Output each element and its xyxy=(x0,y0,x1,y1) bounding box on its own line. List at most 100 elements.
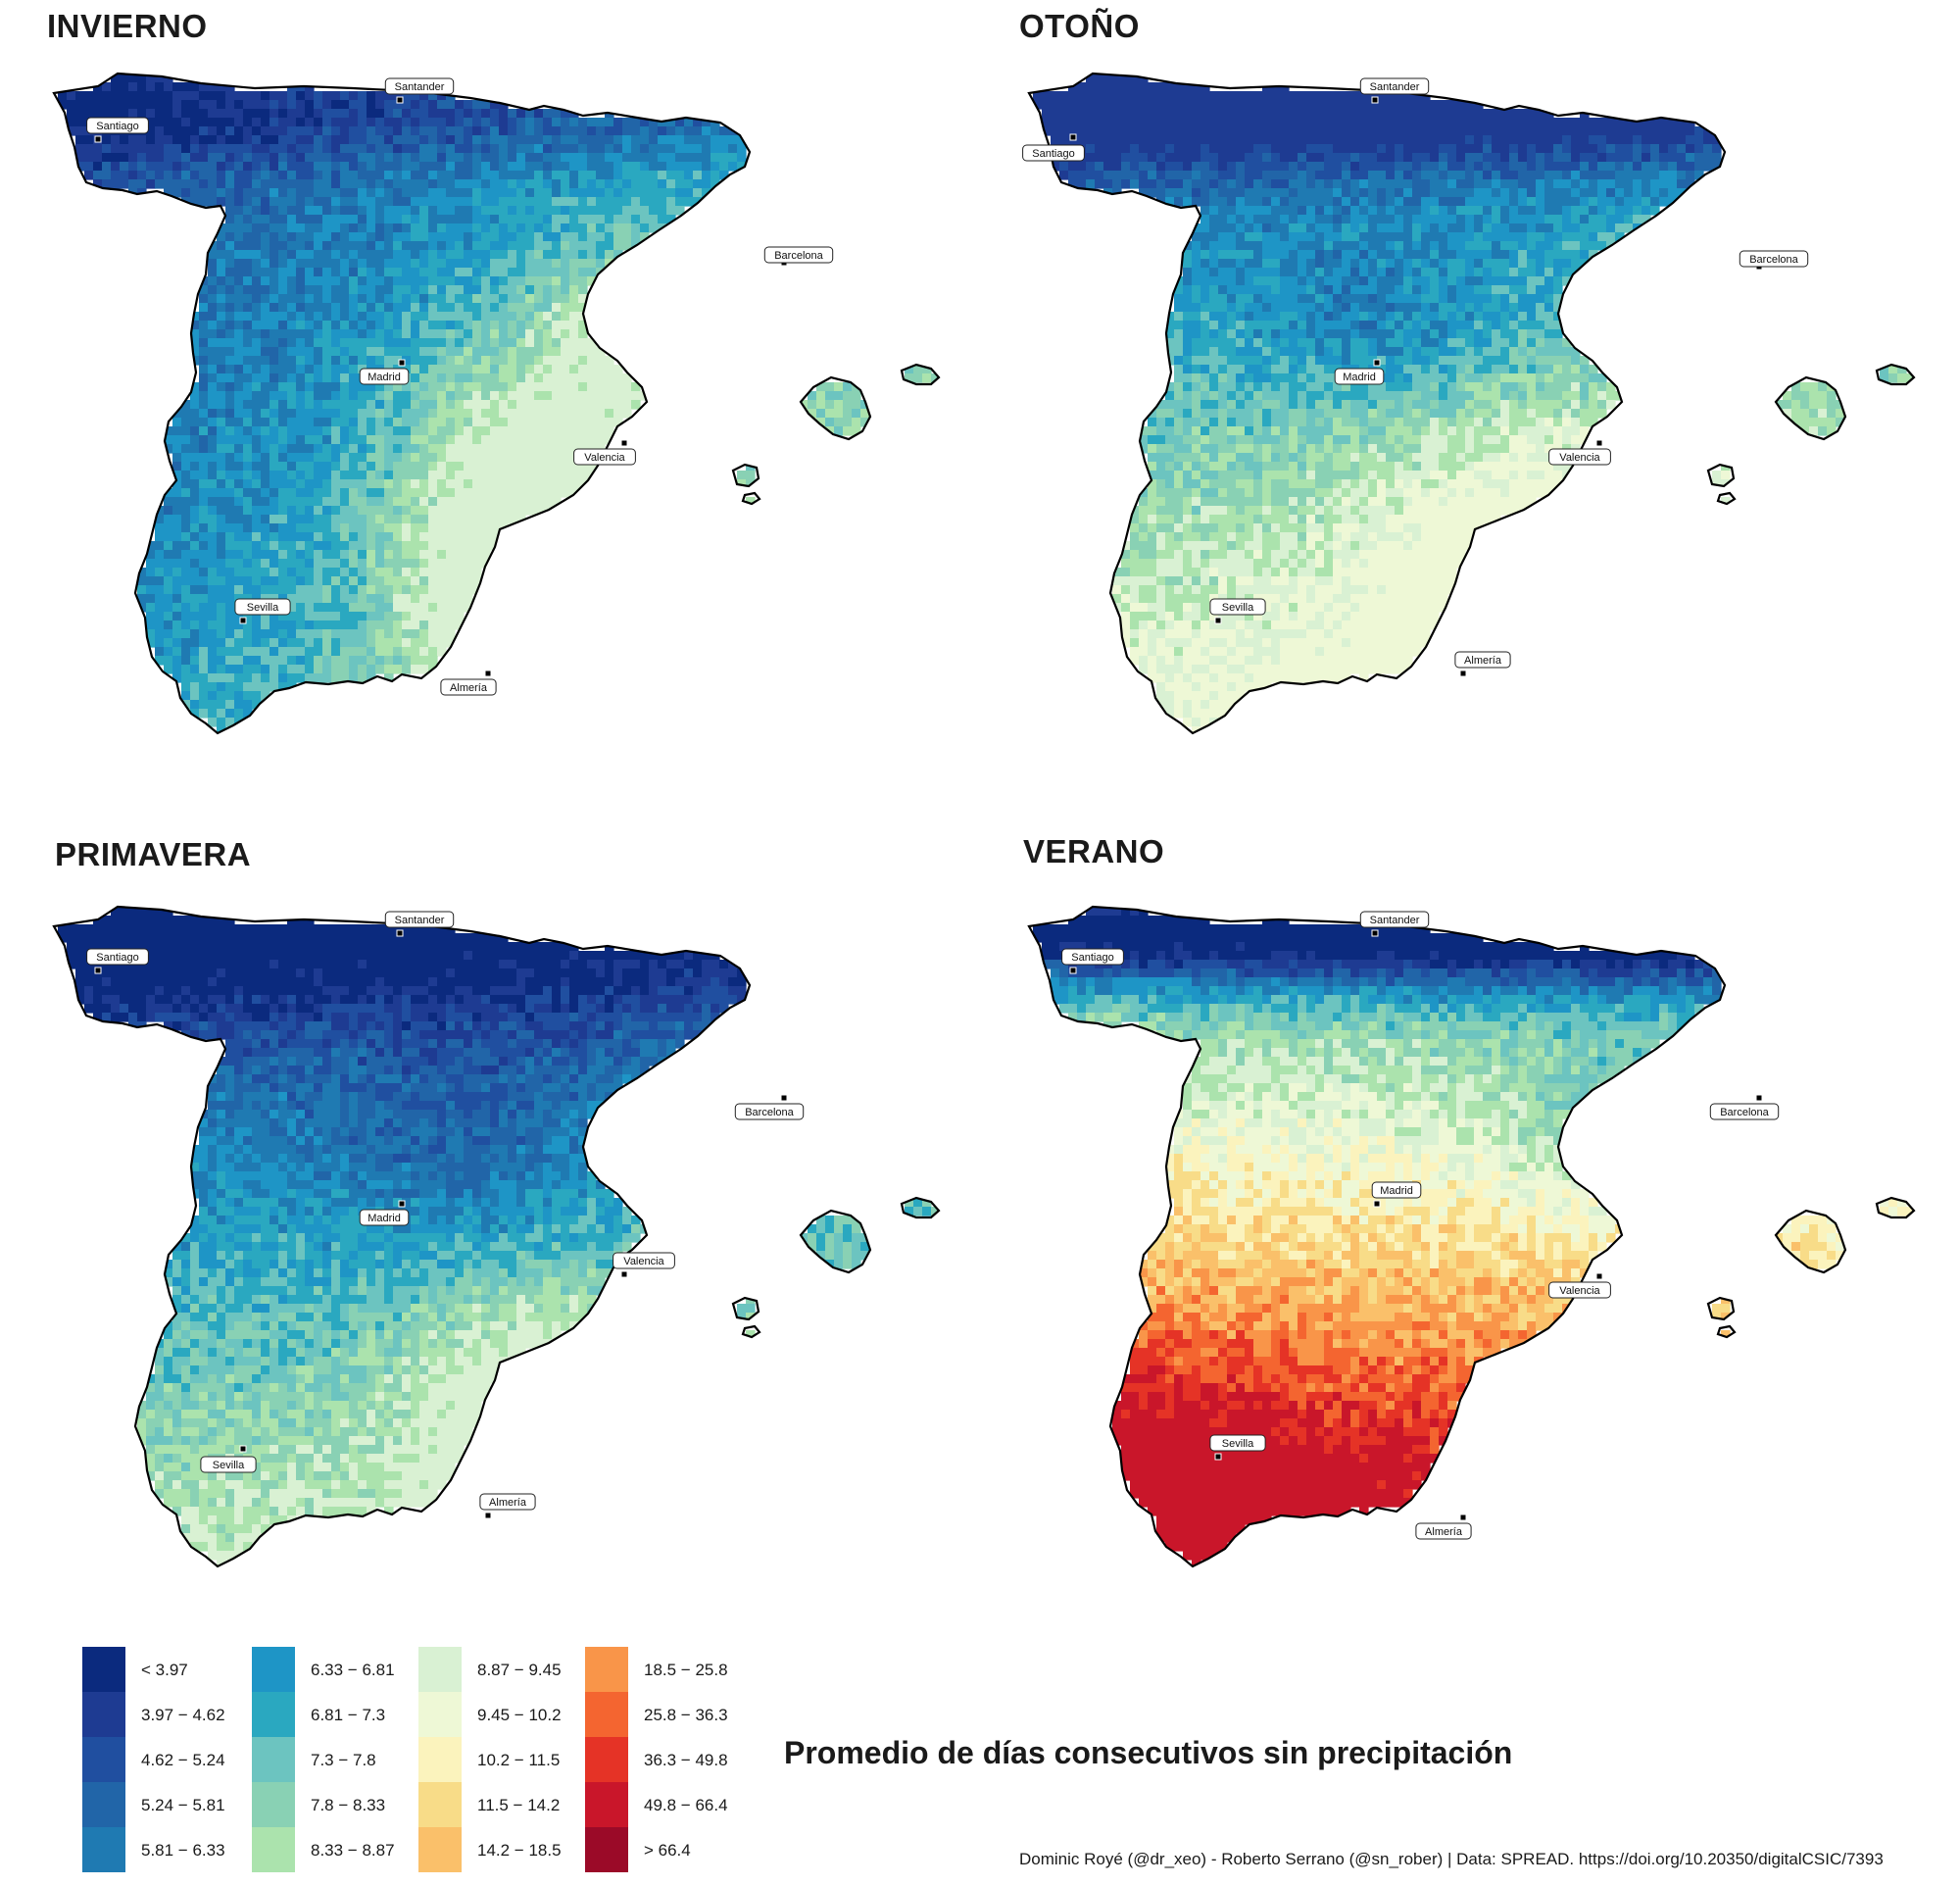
map-panel-verano: Santander Santiago Barcelona Madrid Valencia… xyxy=(975,833,1936,1657)
city-marker: Santander xyxy=(1359,77,1430,104)
map-panel-primavera: Santander Santiago Barcelona Madrid Valencia… xyxy=(0,833,960,1657)
legend-label: 8.87 − 9.45 xyxy=(477,1661,562,1679)
city-marker: Almería xyxy=(1415,1514,1472,1540)
legend-item: 10.2 − 11.5 xyxy=(418,1737,585,1782)
city-label: Sevilla xyxy=(247,602,279,614)
island-outline xyxy=(1875,1196,1916,1219)
city-label: Almería xyxy=(450,682,488,694)
legend-item: 9.45 − 10.2 xyxy=(418,1692,585,1737)
city-label: Madrid xyxy=(368,1213,401,1224)
city-marker: Almería xyxy=(440,670,497,696)
legend-item: 36.3 − 49.8 xyxy=(585,1737,752,1782)
credits-text: Dominic Royé (@dr_xeo) - Roberto Serrano… xyxy=(1019,1850,1884,1868)
legend-label: 3.97 − 4.62 xyxy=(141,1706,225,1724)
legend-swatch xyxy=(585,1782,628,1827)
legend-swatch xyxy=(418,1827,462,1872)
island-outline xyxy=(900,1196,941,1219)
city-marker: Valencia xyxy=(1548,1272,1611,1299)
city-label: Barcelona xyxy=(774,250,823,262)
island-outline xyxy=(1706,1296,1736,1321)
city-label: Santiago xyxy=(1071,952,1113,964)
map-svg: Santander Santiago Barcelona Madrid Valencia… xyxy=(1027,905,1916,1568)
city-label: Sevilla xyxy=(1222,1438,1254,1450)
legend-item: 7.8 − 8.33 xyxy=(252,1782,418,1827)
city-marker: Valencia xyxy=(573,439,636,466)
city-marker: Madrid xyxy=(359,1200,410,1226)
legend-label: 9.45 − 10.2 xyxy=(477,1706,562,1724)
map-svg: Santander Santiago Barcelona Madrid Valencia… xyxy=(1022,72,1916,735)
city-label: Valencia xyxy=(623,1256,664,1267)
raster-layer xyxy=(58,907,939,1566)
legend-label: 6.81 − 7.3 xyxy=(311,1706,386,1724)
legend-label: 5.81 − 6.33 xyxy=(141,1841,225,1860)
city-label: Santiago xyxy=(96,952,138,964)
legend-label: 36.3 − 49.8 xyxy=(644,1751,728,1769)
legend-label: 7.3 − 7.8 xyxy=(311,1751,376,1769)
legend-swatch xyxy=(82,1647,125,1692)
legend-swatch xyxy=(418,1647,462,1692)
legend-swatch xyxy=(82,1782,125,1827)
legend-item: 6.81 − 7.3 xyxy=(252,1692,418,1737)
island-outline xyxy=(1706,463,1736,488)
legend-label: 5.24 − 5.81 xyxy=(141,1796,225,1814)
legend-item: < 3.97 xyxy=(82,1647,249,1692)
map-svg: Santander Santiago Barcelona Madrid Valencia… xyxy=(52,905,941,1568)
island-outline xyxy=(1716,491,1737,506)
legend-label: 11.5 − 14.2 xyxy=(477,1796,561,1814)
map-panel-invierno: Santander Santiago Barcelona Madrid Valencia… xyxy=(0,0,960,823)
legend-item: 49.8 − 66.4 xyxy=(585,1782,752,1827)
legend-swatch xyxy=(82,1737,125,1782)
legend-swatch xyxy=(252,1827,295,1872)
legend-label: 49.8 − 66.4 xyxy=(644,1796,728,1814)
island-outline xyxy=(741,491,761,506)
city-marker: Valencia xyxy=(1548,439,1611,466)
city-marker: Barcelona xyxy=(1739,250,1809,271)
map-svg: Santander Santiago Barcelona Madrid Valencia… xyxy=(52,72,941,735)
raster-layer xyxy=(1033,907,1914,1566)
city-marker: Barcelona xyxy=(1709,1094,1780,1120)
legend-item: > 66.4 xyxy=(585,1827,752,1872)
city-label: Santiago xyxy=(1032,148,1074,160)
legend-item: 18.5 − 25.8 xyxy=(585,1647,752,1692)
legend-label: 7.8 − 8.33 xyxy=(311,1796,386,1814)
city-marker: Santander xyxy=(1359,911,1430,937)
city-marker: Almería xyxy=(479,1493,536,1519)
legend-item: 3.97 − 4.62 xyxy=(82,1692,249,1737)
city-label: Valencia xyxy=(584,452,625,464)
city-label: Santander xyxy=(395,81,445,93)
city-label: Santander xyxy=(1370,81,1420,93)
legend-label: 6.33 − 6.81 xyxy=(311,1661,395,1679)
island-outline xyxy=(1774,375,1847,441)
city-marker: Santiago xyxy=(86,948,149,974)
legend-item: 14.2 − 18.5 xyxy=(418,1827,585,1872)
island-outline xyxy=(799,1209,872,1274)
legend-swatch xyxy=(252,1782,295,1827)
legend-item: 8.87 − 9.45 xyxy=(418,1647,585,1692)
map-panel-otono: Santander Santiago Barcelona Madrid Valencia… xyxy=(975,0,1936,823)
legend-swatch xyxy=(585,1647,628,1692)
legend-label: 18.5 − 25.8 xyxy=(644,1661,728,1679)
island-outline xyxy=(741,1324,761,1339)
city-marker: Santander xyxy=(384,77,455,104)
island-outline xyxy=(1716,1324,1737,1339)
island-outline xyxy=(900,363,941,386)
panel-title: VERANO xyxy=(1023,833,1165,869)
peninsula-outline xyxy=(1027,905,1727,1568)
panel-title: PRIMAVERA xyxy=(55,836,252,872)
city-marker: Madrid xyxy=(1334,359,1385,385)
legend-swatch xyxy=(418,1782,462,1827)
peninsula-outline xyxy=(52,72,752,735)
island-outline xyxy=(1774,1209,1847,1274)
city-label: Santander xyxy=(395,915,445,926)
legend-label: 25.8 − 36.3 xyxy=(644,1706,728,1724)
island-outline xyxy=(1875,363,1916,386)
raster-layer xyxy=(1033,74,1914,733)
legend-swatch xyxy=(418,1692,462,1737)
legend-item: 7.3 − 7.8 xyxy=(252,1737,418,1782)
legend-label: 4.62 − 5.24 xyxy=(141,1751,225,1769)
city-marker: Sevilla xyxy=(1209,1434,1266,1461)
legend-swatch xyxy=(82,1827,125,1872)
city-marker: Madrid xyxy=(1371,1181,1422,1208)
city-label: Almería xyxy=(1464,655,1502,667)
city-marker: Valencia xyxy=(612,1252,675,1278)
